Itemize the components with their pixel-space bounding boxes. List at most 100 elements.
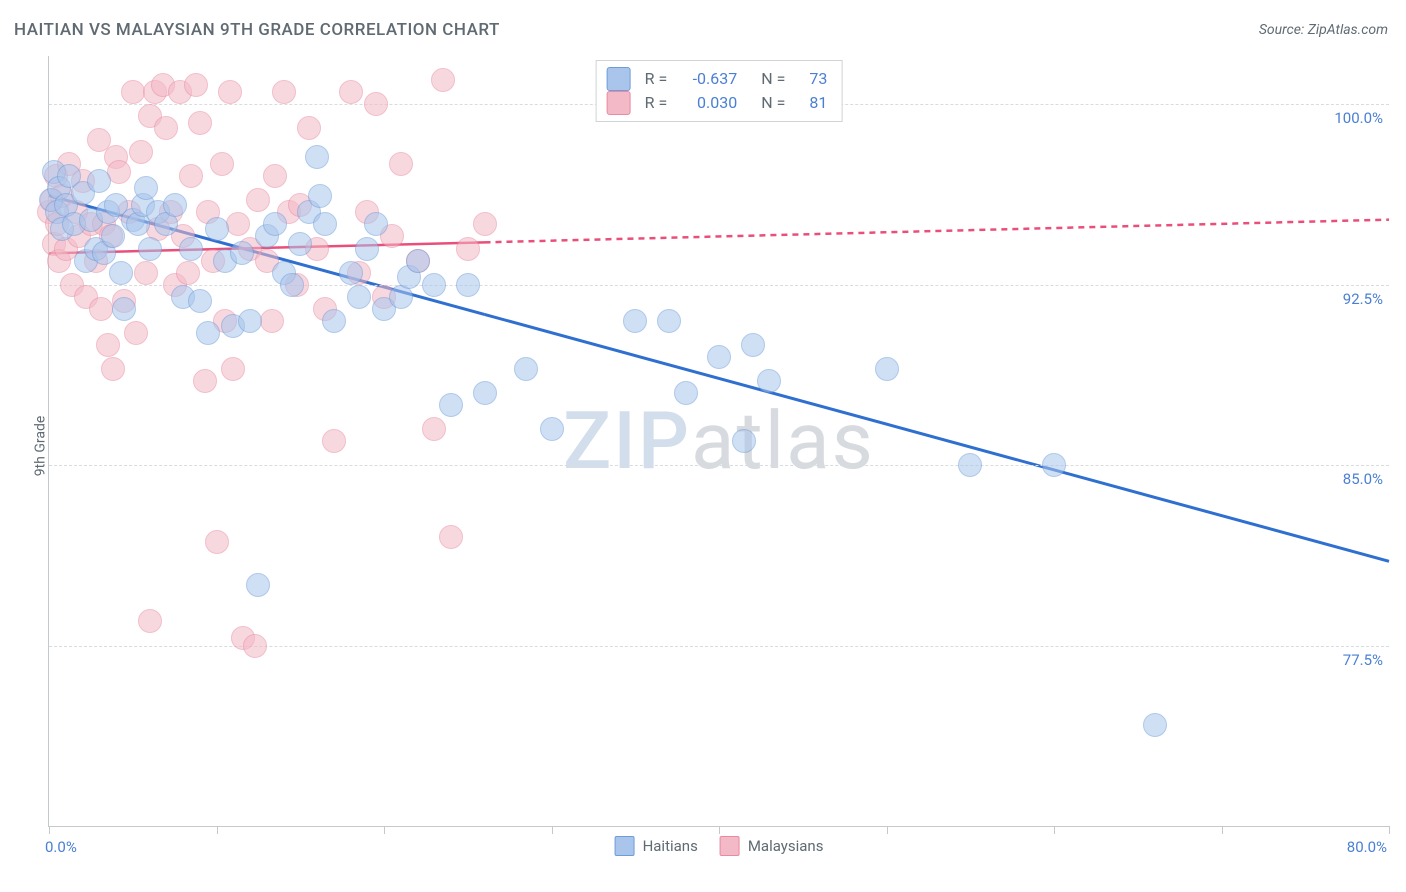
data-point [473,381,497,405]
x-tick [719,826,720,834]
data-point [389,152,413,176]
data-point [732,429,756,453]
data-point [176,261,200,285]
data-point [297,116,321,140]
chart-title: HAITIAN VS MALAYSIAN 9TH GRADE CORRELATI… [14,20,500,40]
data-point [322,429,346,453]
n-value: 73 [795,67,827,91]
legend-swatch [720,836,740,856]
trend-lines-layer [49,56,1389,826]
data-point [514,357,538,381]
x-tick [1389,826,1390,834]
data-point [238,309,262,333]
data-point [138,609,162,633]
data-point [473,212,497,236]
data-point [322,309,346,333]
x-min-label: 0.0% [45,838,77,856]
trend-line-ext [485,314,1390,561]
data-point [355,237,379,261]
x-tick [887,826,888,834]
source-label: Source: ZipAtlas.com [1259,22,1388,38]
data-point [280,273,304,297]
data-point [439,393,463,417]
data-point [124,321,148,345]
data-point [263,164,287,188]
correlation-legend: R = -0.637 N = 73 R = 0.030 N = 81 [596,60,843,122]
data-point [218,80,242,104]
data-point [134,261,158,285]
data-point [101,357,125,381]
data-point [439,525,463,549]
gridline [49,465,1389,466]
data-point [205,217,229,241]
x-tick [217,826,218,834]
data-point [196,321,220,345]
r-label: R = [645,91,668,115]
data-point [129,140,153,164]
data-point [246,188,270,212]
data-point [179,164,203,188]
data-point [364,212,388,236]
data-point [406,249,430,273]
data-point [305,145,329,169]
x-tick [552,826,553,834]
legend-label: Haitians [643,837,698,855]
data-point [179,237,203,261]
data-point [210,152,234,176]
x-tick [1054,826,1055,834]
data-point [184,73,208,97]
data-point [422,417,446,441]
n-label: N = [761,91,785,115]
data-point [230,241,254,265]
legend-swatch [607,91,631,115]
gridline [49,285,1389,286]
x-tick [1222,826,1223,834]
legend-label: Malaysians [748,837,824,855]
data-point [112,297,136,321]
n-value: 81 [795,91,827,115]
data-point [1042,453,1066,477]
data-point [456,237,480,261]
data-point [1143,713,1167,737]
series-legend: Haitians Malaysians [615,836,824,856]
data-point [623,309,647,333]
data-point [260,309,284,333]
data-point [313,212,337,236]
data-point [243,634,267,658]
data-point [741,333,765,357]
data-point [89,297,113,321]
data-point [188,111,212,135]
x-tick [49,826,50,834]
data-point [138,237,162,261]
data-point [134,176,158,200]
legend-item: Haitians [615,836,698,856]
data-point [154,116,178,140]
data-point [339,80,363,104]
x-max-label: 80.0% [1347,838,1387,856]
r-label: R = [645,67,668,91]
data-point [101,224,125,248]
data-point [657,309,681,333]
data-point [431,68,455,92]
r-value: -0.637 [677,67,737,91]
data-point [96,333,120,357]
data-point [456,273,480,297]
y-tick-label: 85.0% [1343,470,1383,488]
legend-row: R = -0.637 N = 73 [607,67,828,91]
data-point [193,369,217,393]
data-point [422,273,446,297]
data-point [288,232,312,256]
data-point [109,261,133,285]
legend-swatch [615,836,635,856]
data-point [347,285,371,309]
r-value: 0.030 [677,91,737,115]
n-label: N = [761,67,785,91]
data-point [540,417,564,441]
data-point [272,80,296,104]
data-point [263,212,287,236]
legend-item: Malaysians [720,836,824,856]
data-point [188,289,212,313]
data-point [674,381,698,405]
legend-row: R = 0.030 N = 81 [607,91,828,115]
data-point [221,357,245,381]
